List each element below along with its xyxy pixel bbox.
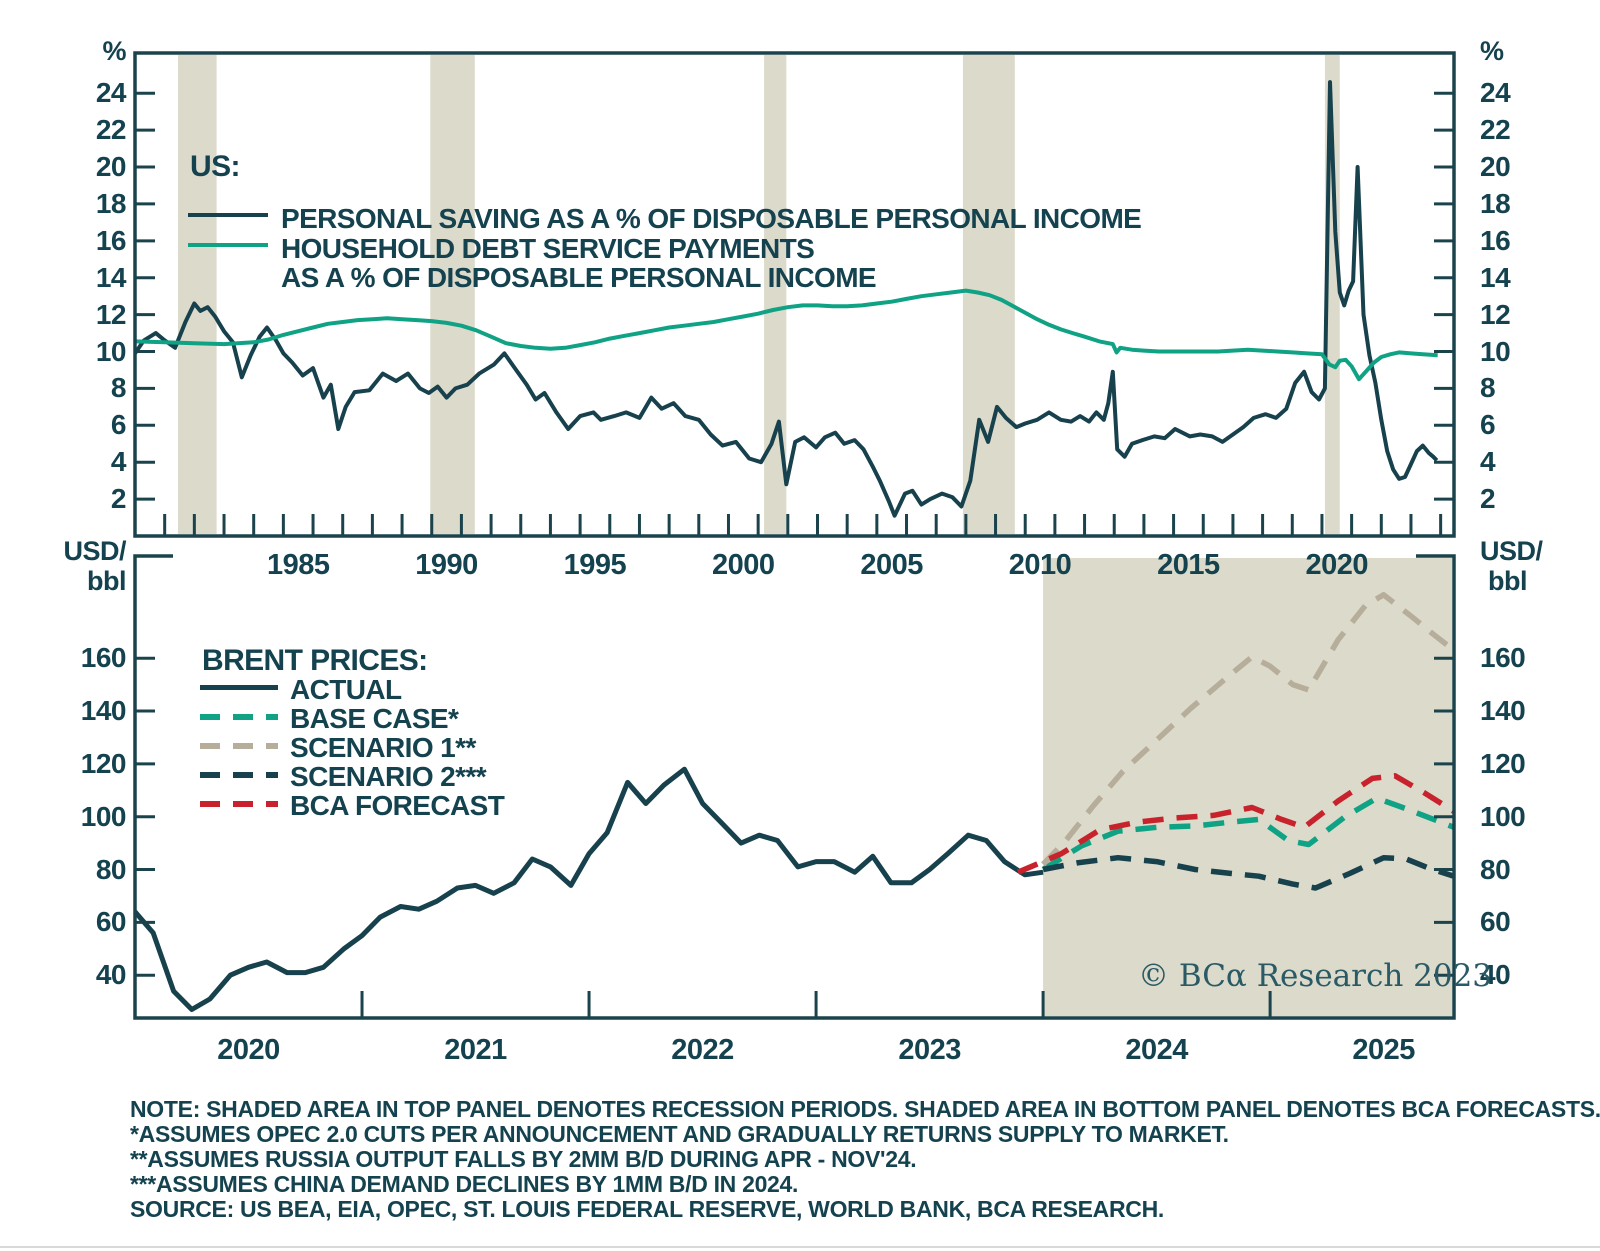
y-tick-label: 100 — [1480, 800, 1526, 832]
bca-watermark: © BCα Research 2023 — [1138, 958, 1493, 994]
y-tick-label: 120 — [1480, 747, 1526, 779]
top-legend-header: US: — [190, 150, 240, 183]
y-tick-label: 20 — [95, 151, 127, 183]
bottom-axis-unit-left-2: bbl — [87, 566, 127, 596]
y-tick-label: 20 — [1480, 151, 1511, 183]
page-bottom-divider — [0, 1246, 1600, 1248]
bottom-axis-unit-left-1: USD/ — [63, 536, 126, 566]
note-line: ***ASSUMES CHINA DEMAND DECLINES BY 1MM … — [130, 1171, 799, 1197]
panel-border — [133, 554, 1456, 1020]
bottom-axis-unit-right-1: USD/ — [1480, 536, 1543, 566]
y-tick-label: 2 — [110, 483, 127, 515]
note-line: *ASSUMES OPEC 2.0 CUTS PER ANNOUNCEMENT … — [130, 1121, 1229, 1147]
x-axis-year-label: 2025 — [1352, 1034, 1415, 1066]
y-tick-label: 16 — [95, 224, 127, 256]
y-tick-label: 12 — [95, 298, 127, 330]
y-tick-label: 22 — [95, 114, 127, 146]
y-tick-label: 18 — [1480, 187, 1511, 219]
y-tick-label: 140 — [1480, 695, 1526, 727]
debt-service-legend-label-line1: HOUSEHOLD DEBT SERVICE PAYMENTS — [281, 233, 815, 264]
base-case-line — [1041, 795, 1455, 872]
note-line: NOTE: SHADED AREA IN TOP PANEL DENOTES R… — [130, 1096, 1600, 1122]
forecast-shaded-area — [1043, 558, 1452, 1016]
x-axis-year-label: 2020 — [1305, 549, 1369, 581]
scenario-2-legend-label: SCENARIO 2*** — [290, 761, 487, 792]
y-tick-label: 40 — [1480, 959, 1511, 991]
personal-saving-legend-label: PERSONAL SAVING AS A % OF DISPOSABLE PER… — [281, 203, 1142, 234]
y-tick-label: 6 — [110, 409, 127, 441]
y-tick-label: 24 — [1480, 77, 1511, 109]
y-tick-label: 120 — [80, 747, 127, 779]
y-tick-label: 8 — [110, 372, 127, 404]
personal-saving-line-swatch — [188, 213, 268, 217]
bottom-legend-header: BRENT PRICES: — [202, 644, 428, 677]
bottom-axis-unit-right-2: bbl — [1488, 566, 1528, 596]
y-tick-label: 10 — [95, 335, 127, 367]
y-tick-label: 60 — [95, 906, 127, 938]
bca-forecast-swatch — [200, 801, 278, 807]
x-axis-year-label: 2022 — [671, 1034, 734, 1066]
y-tick-label: 160 — [1480, 642, 1526, 674]
y-tick-label: 160 — [80, 642, 127, 674]
bca-forecast-legend-label: BCA FORECAST — [290, 790, 505, 821]
y-tick-label: 24 — [95, 77, 127, 109]
recession-band — [764, 55, 787, 534]
y-tick-label: 12 — [1480, 298, 1511, 330]
x-axis-year-label: 2005 — [860, 549, 923, 581]
scenario-2-swatch — [200, 772, 278, 778]
y-tick-label: 80 — [95, 853, 127, 885]
household-debt-service-line — [134, 288, 1438, 382]
brent-actual-legend-label: ACTUAL — [290, 674, 402, 705]
x-axis-year-label: 2000 — [712, 549, 775, 581]
brent-actual-swatch — [200, 685, 278, 690]
x-axis-year-label: 2021 — [444, 1034, 507, 1066]
y-tick-label: 40 — [95, 959, 127, 991]
y-tick-label: 16 — [1480, 224, 1511, 256]
debt-service-legend-label-line2: AS A % OF DISPOSABLE PERSONAL INCOME — [281, 262, 877, 293]
y-tick-label: 140 — [80, 695, 127, 727]
y-tick-label: 22 — [1480, 114, 1511, 146]
x-axis-year-label: 2020 — [217, 1034, 280, 1066]
y-tick-label: 8 — [1480, 372, 1496, 404]
y-tick-label: 10 — [1480, 335, 1511, 367]
y-tick-label: 6 — [1480, 409, 1496, 441]
note-line: SOURCE: US BEA, EIA, OPEC, ST. LOUIS FED… — [130, 1196, 1164, 1222]
base-case-legend-label: BASE CASE* — [290, 703, 459, 734]
scenario-1-line — [1041, 592, 1456, 867]
recession-band — [178, 55, 217, 534]
scenario-1-swatch — [200, 743, 278, 749]
x-axis-year-label: 1995 — [563, 549, 627, 581]
x-axis-year-label: 2024 — [1125, 1034, 1188, 1066]
panel-border — [133, 51, 1456, 538]
top-axis-unit-right: % — [1480, 36, 1504, 66]
y-tick-label: 100 — [80, 800, 127, 832]
personal-saving-line — [133, 80, 1439, 518]
brent-actual-line — [133, 766, 1044, 1012]
y-tick-label: 80 — [1480, 853, 1511, 885]
scenario-2-line — [1042, 854, 1455, 891]
debt-service-line-swatch — [188, 243, 268, 247]
y-tick-label: 14 — [95, 261, 127, 293]
note-line: **ASSUMES RUSSIA OUTPUT FALLS BY 2MM B/D… — [130, 1146, 917, 1172]
x-axis-year-label: 1990 — [415, 549, 478, 581]
x-axis-year-label: 2015 — [1157, 549, 1220, 581]
x-axis-year-label: 2023 — [898, 1034, 961, 1066]
y-tick-label: 60 — [1480, 906, 1511, 938]
x-axis-year-label: 1985 — [266, 549, 330, 581]
top-axis-unit-left: % — [102, 36, 126, 66]
y-tick-label: 4 — [110, 446, 127, 478]
x-axis-year-label: 2010 — [1008, 549, 1072, 581]
y-tick-label: 2 — [1480, 483, 1496, 515]
recession-band — [430, 55, 475, 534]
scenario-1-legend-label: SCENARIO 1** — [290, 732, 476, 763]
y-tick-label: 14 — [1480, 261, 1511, 293]
y-tick-label: 18 — [95, 187, 127, 219]
base-case-swatch — [200, 714, 278, 720]
y-tick-label: 4 — [1480, 446, 1496, 478]
